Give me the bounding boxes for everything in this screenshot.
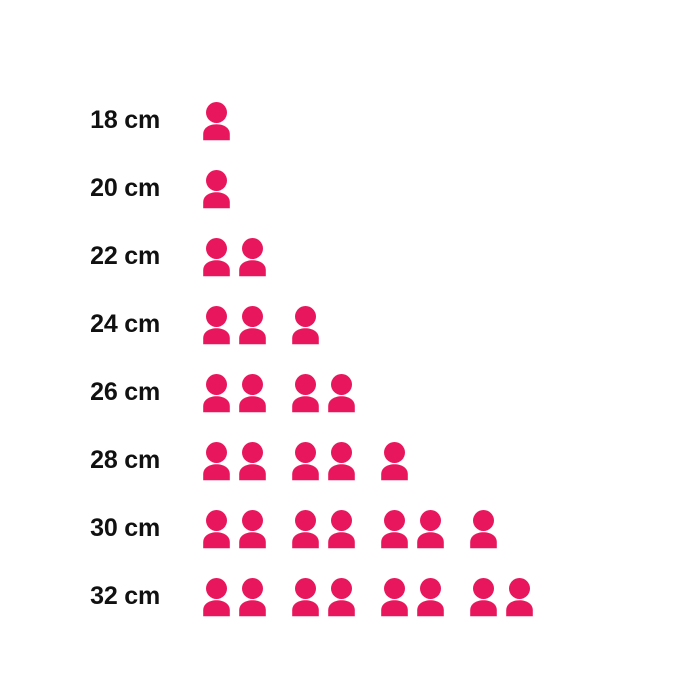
person-icon xyxy=(328,509,355,548)
icon-group xyxy=(200,168,233,209)
person-icon xyxy=(239,441,266,480)
icon-group xyxy=(378,576,447,617)
person-icon xyxy=(239,373,266,412)
person-icon xyxy=(292,509,319,548)
person-icon xyxy=(292,373,319,412)
person-icon xyxy=(239,509,266,548)
pictogram-rows: 18 cm 20 cm 22 cm 24 cm 26 cm 28 cm 30 cm 32 cm xyxy=(0,86,700,630)
person-icon xyxy=(239,237,266,276)
row-label-1: 20 cm xyxy=(90,173,160,202)
row-label-0: 18 cm xyxy=(90,105,160,134)
person-icon xyxy=(381,441,408,480)
person-icon xyxy=(203,509,230,548)
icon-group xyxy=(378,508,447,549)
pictogram-row: 32 cm xyxy=(0,562,700,630)
person-icon xyxy=(292,577,319,616)
person-icon xyxy=(292,441,319,480)
icon-group xyxy=(200,304,269,345)
row-label-3: 24 cm xyxy=(90,309,160,338)
row-icons xyxy=(200,304,700,345)
person-icon xyxy=(470,509,497,548)
person-icon xyxy=(506,577,533,616)
person-icon xyxy=(203,577,230,616)
icon-group xyxy=(200,440,269,481)
icon-group xyxy=(289,372,358,413)
row-label-4: 26 cm xyxy=(90,377,160,406)
icon-group xyxy=(467,576,536,617)
icon-group xyxy=(467,508,500,549)
row-icons xyxy=(200,372,700,413)
person-icon xyxy=(239,577,266,616)
icon-group xyxy=(200,576,269,617)
icon-group xyxy=(289,508,358,549)
person-icon xyxy=(328,577,355,616)
person-icon xyxy=(381,509,408,548)
row-icons xyxy=(200,440,700,481)
row-icons xyxy=(200,236,700,277)
person-icon xyxy=(203,373,230,412)
icon-group xyxy=(200,100,233,141)
row-icons xyxy=(200,168,700,209)
row-label-5: 28 cm xyxy=(90,445,160,474)
row-icons xyxy=(200,100,700,141)
person-icon xyxy=(239,305,266,344)
person-icon xyxy=(292,305,319,344)
icon-group xyxy=(200,508,269,549)
icon-group xyxy=(289,576,358,617)
icon-group xyxy=(289,304,322,345)
person-icon xyxy=(417,509,444,548)
person-icon xyxy=(417,577,444,616)
person-icon xyxy=(203,441,230,480)
row-icons xyxy=(200,576,700,617)
icon-group xyxy=(200,236,269,277)
person-icon xyxy=(470,577,497,616)
icon-group xyxy=(289,440,358,481)
row-icons xyxy=(200,508,700,549)
person-icon xyxy=(203,305,230,344)
pictogram-row: 26 cm xyxy=(0,358,700,426)
person-icon xyxy=(328,441,355,480)
person-icon xyxy=(203,101,230,140)
person-icon xyxy=(381,577,408,616)
pictogram-row: 18 cm xyxy=(0,86,700,154)
icon-group xyxy=(378,440,411,481)
person-icon xyxy=(203,169,230,208)
row-label-6: 30 cm xyxy=(90,513,160,542)
person-icon xyxy=(328,373,355,412)
pictogram-row: 24 cm xyxy=(0,290,700,358)
row-label-7: 32 cm xyxy=(90,581,160,610)
icon-group xyxy=(200,372,269,413)
pictogram-row: 20 cm xyxy=(0,154,700,222)
pictogram-row: 30 cm xyxy=(0,494,700,562)
row-label-2: 22 cm xyxy=(90,241,160,270)
pictogram-row: 28 cm xyxy=(0,426,700,494)
person-icon xyxy=(203,237,230,276)
pictogram-row: 22 cm xyxy=(0,222,700,290)
